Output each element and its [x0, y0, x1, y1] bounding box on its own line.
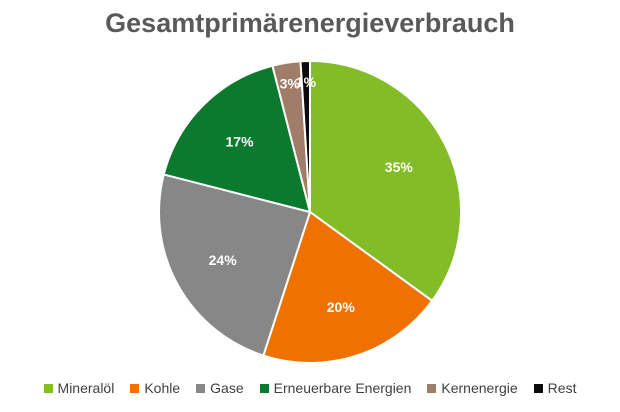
- pie-slice-gase: [158, 173, 312, 357]
- pie-labels: 35% 20% 24% 17% 3%1%: [209, 74, 414, 315]
- legend-swatch: [259, 383, 269, 393]
- legend-label: Kernenergie: [441, 380, 518, 396]
- legend-label: Mineralöl: [57, 380, 115, 396]
- data-label: 20%: [327, 299, 356, 315]
- pie-slices: [158, 59, 462, 364]
- legend-label: Erneuerbare Energien: [273, 380, 412, 396]
- pie-slice-kohle: [262, 210, 434, 364]
- legend-label: Rest: [547, 380, 577, 396]
- legend-label: Kohle: [144, 380, 181, 396]
- data-label: 24%: [209, 252, 238, 268]
- pie-slice-erneuerbare-energien: [162, 64, 312, 214]
- data-label: 3%: [280, 76, 301, 92]
- legend-item: Kohle: [130, 380, 180, 396]
- legend-item: Erneuerbare Energien: [259, 380, 412, 396]
- legend-swatch: [43, 383, 53, 393]
- legend-swatch: [533, 383, 543, 393]
- chart-title: Gesamtprimärenergieverbrauch: [105, 8, 515, 38]
- legend-item: Mineralöl: [43, 380, 115, 396]
- legend-swatch: [427, 383, 437, 393]
- legend-label: Gase: [210, 380, 244, 396]
- legend-swatch: [196, 383, 206, 393]
- legend-item: Gase: [196, 380, 244, 396]
- legend-swatch: [130, 383, 140, 393]
- pie-slice-rest: [299, 59, 311, 213]
- data-label: 17%: [226, 134, 255, 150]
- data-label: 35%: [385, 159, 414, 175]
- data-label: 1%: [296, 74, 317, 90]
- chart-legend: Mineralöl Kohle Gase Erneuerbare Energien Ke…: [0, 380, 620, 396]
- legend-item: Rest: [533, 380, 577, 396]
- pie-slice-mineral-l: [309, 59, 462, 303]
- legend-item: Kernenergie: [427, 380, 518, 396]
